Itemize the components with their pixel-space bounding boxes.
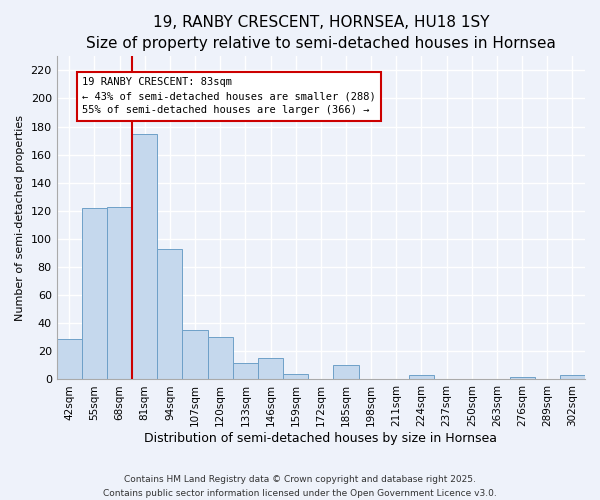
Bar <box>132 134 157 380</box>
Bar <box>107 206 132 380</box>
Bar <box>82 208 107 380</box>
X-axis label: Distribution of semi-detached houses by size in Hornsea: Distribution of semi-detached houses by … <box>145 432 497 445</box>
Bar <box>208 338 233 380</box>
Bar <box>182 330 208 380</box>
Bar <box>409 375 434 380</box>
Title: 19, RANBY CRESCENT, HORNSEA, HU18 1SY
Size of property relative to semi-detached: 19, RANBY CRESCENT, HORNSEA, HU18 1SY Si… <box>86 15 556 51</box>
Text: 19 RANBY CRESCENT: 83sqm
← 43% of semi-detached houses are smaller (288)
55% of : 19 RANBY CRESCENT: 83sqm ← 43% of semi-d… <box>82 78 376 116</box>
Bar <box>283 374 308 380</box>
Bar <box>233 362 258 380</box>
Bar <box>560 375 585 380</box>
Bar <box>56 338 82 380</box>
Y-axis label: Number of semi-detached properties: Number of semi-detached properties <box>15 115 25 321</box>
Bar <box>509 376 535 380</box>
Bar <box>258 358 283 380</box>
Bar <box>334 366 359 380</box>
Text: Contains HM Land Registry data © Crown copyright and database right 2025.
Contai: Contains HM Land Registry data © Crown c… <box>103 476 497 498</box>
Bar <box>157 249 182 380</box>
